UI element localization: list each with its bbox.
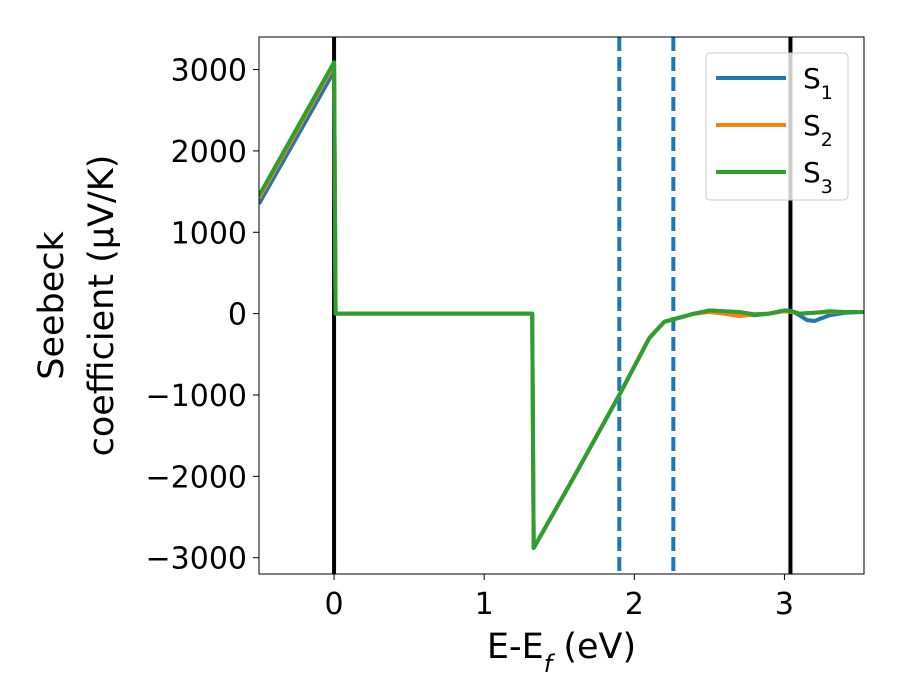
legend-label-1: S1 — [803, 62, 833, 104]
x-axis-label-unit: (eV) — [552, 627, 636, 667]
x-tick-label-3: 3 — [775, 587, 794, 622]
y-tick-label-2: −1000 — [146, 379, 247, 414]
axes: 0 1 2 3 −3000 −2000 −1000 0 1000 2000 3000 — [146, 54, 794, 622]
plot-frame — [258, 36, 865, 575]
y-tick-label-5: 2000 — [171, 135, 247, 170]
x-tick-label-1: 1 — [475, 587, 494, 622]
x-axis-label: E-Ef (eV) — [487, 627, 636, 678]
y-tick-label-4: 1000 — [171, 216, 247, 251]
y-tick-label-3: 0 — [228, 298, 247, 333]
legend-label-2: S2 — [803, 109, 833, 151]
legend-label-3: S3 — [803, 156, 833, 198]
y-axis-label-line2: coefficient (μV/K) — [82, 155, 122, 457]
x-tick-label-2: 2 — [625, 587, 644, 622]
series-line-3 — [259, 60, 864, 550]
y-axis-label-line1: Seebeck — [32, 230, 72, 379]
y-tick-label-6: 3000 — [171, 54, 247, 89]
legend: S1 S2 S3 — [705, 52, 849, 201]
x-tick-label-0: 0 — [325, 587, 344, 622]
y-axis-label: Seebeck coefficient (μV/K) — [32, 155, 122, 457]
y-tick-label-1: −2000 — [146, 460, 247, 495]
x-axis-label-base: E-E — [487, 627, 544, 667]
y-tick-label-0: −3000 — [146, 542, 247, 577]
